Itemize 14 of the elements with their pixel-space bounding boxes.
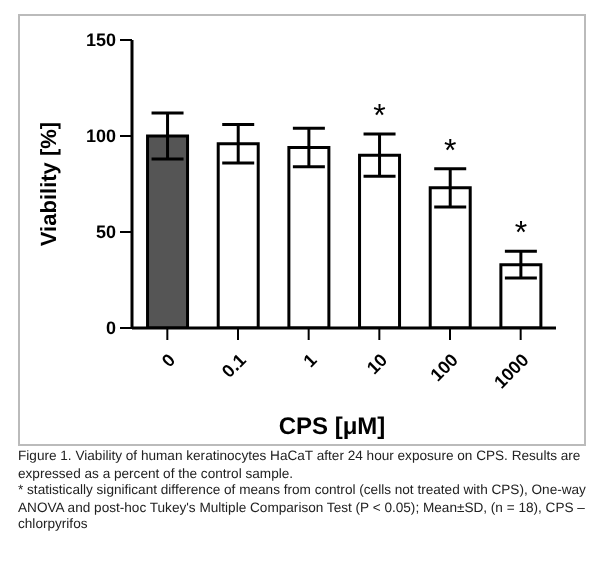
x-tick-label: 100 — [426, 349, 462, 386]
data-label: * — [373, 100, 386, 135]
x-tick-label: 0.1 — [218, 349, 250, 382]
y-tick-label: 0 — [105, 318, 116, 339]
y-tick-label: 150 — [85, 30, 116, 51]
y-tick-label: 100 — [85, 126, 116, 147]
x-tick-label: 1 — [299, 349, 321, 371]
data-label: * — [443, 134, 457, 169]
y-tick-label: 50 — [95, 222, 116, 243]
data-label: * — [514, 217, 528, 252]
y-axis-title: Viability [%] — [37, 121, 62, 247]
x-axis-title: CPS [μM] — [276, 412, 388, 440]
x-tick-label: 10 — [362, 349, 392, 379]
x-tick-label: 0 — [157, 349, 180, 371]
